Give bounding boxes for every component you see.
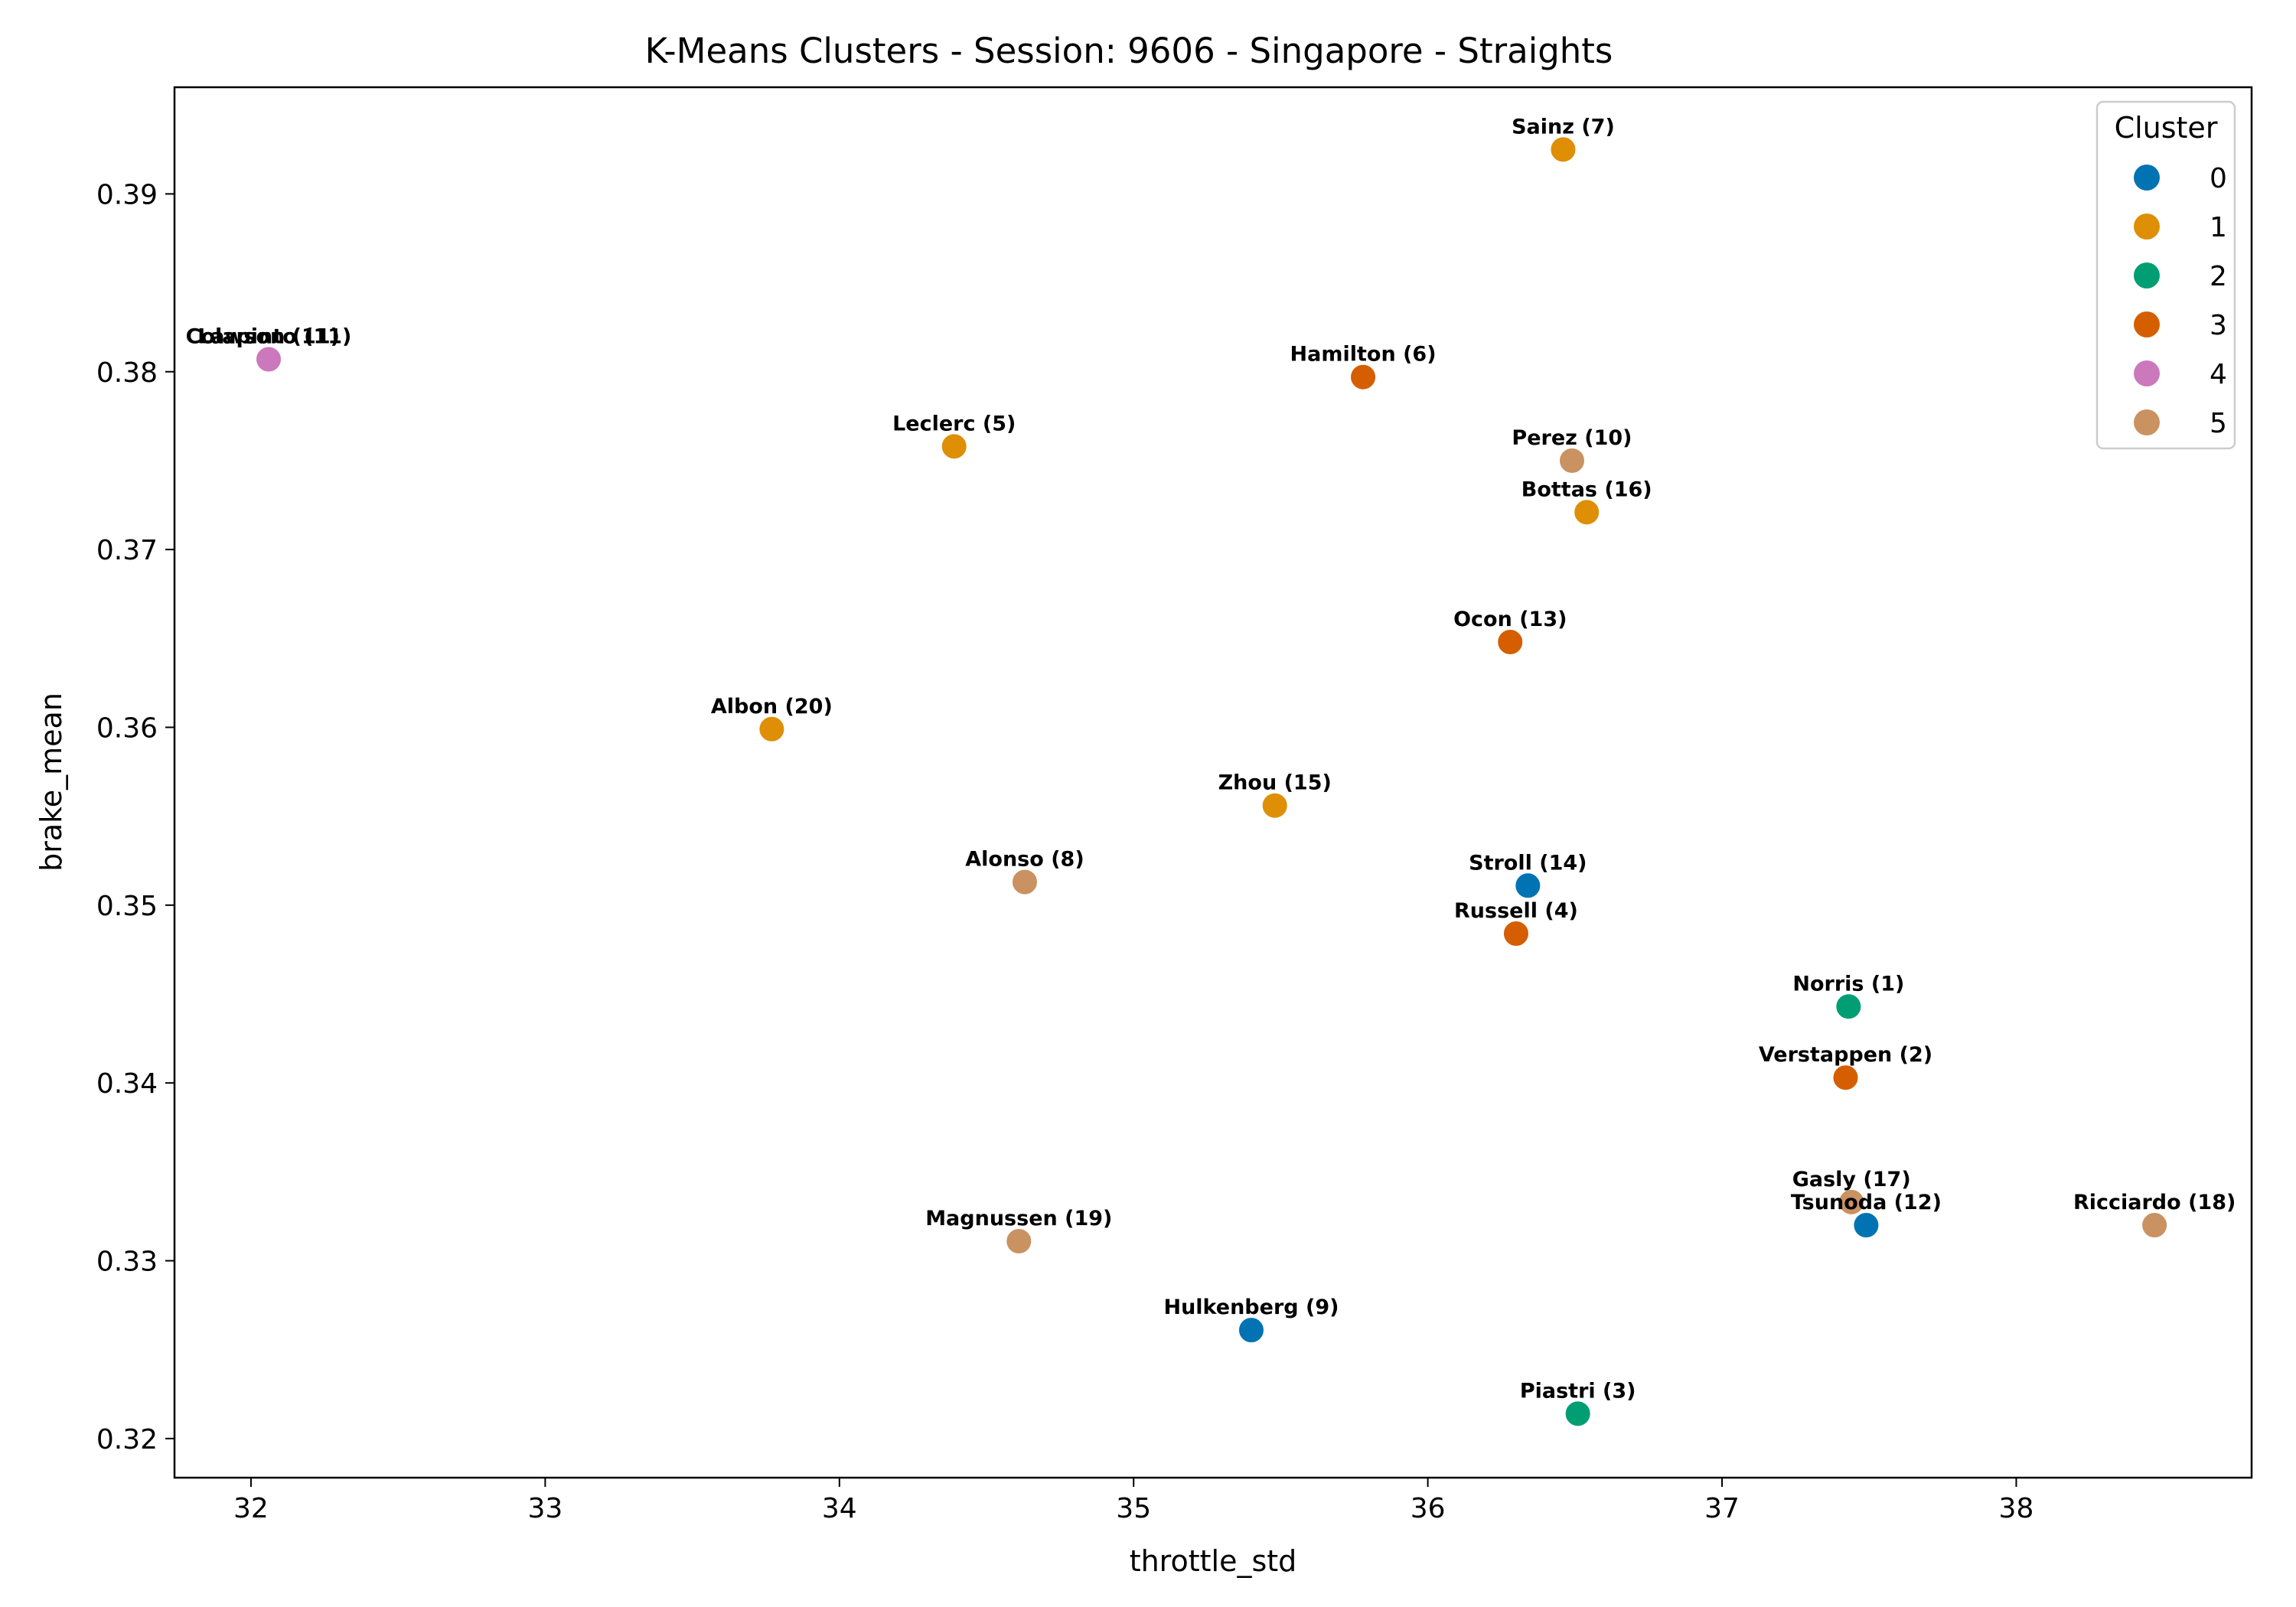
- data-point: [940, 432, 968, 461]
- x-tick-label: 32: [233, 1493, 269, 1524]
- y-tick-label: 0.38: [96, 357, 158, 389]
- data-point: [1010, 868, 1039, 896]
- data-point: [1573, 498, 1601, 526]
- x-tick-label: 37: [1704, 1493, 1740, 1524]
- y-tick-label: 0.33: [96, 1247, 158, 1278]
- data-point: [1005, 1227, 1033, 1255]
- data-point: [1261, 791, 1289, 820]
- data-point: [1557, 446, 1586, 474]
- data-point-label: Alonso (8): [965, 848, 1084, 872]
- data-point-label: Gasly (17): [1792, 1168, 1911, 1191]
- data-point-label: Zhou (15): [1218, 771, 1332, 795]
- legend-label: 2: [2210, 261, 2227, 292]
- data-point-labels: Sainz (7) Colapinto (11)Lawson (11) Hamilt…: [186, 115, 2236, 1403]
- y-tick-label: 0.34: [96, 1068, 158, 1100]
- legend-label: 0: [2210, 163, 2227, 194]
- data-point-label: Tsunoda (12): [1791, 1191, 1942, 1214]
- legend-marker: [2134, 165, 2160, 191]
- chart-title: K-Means Clusters - Session: 9606 - Singa…: [645, 31, 1613, 71]
- y-tick-label: 0.39: [96, 179, 158, 210]
- data-point-label: Russell (4): [1454, 899, 1578, 923]
- data-point-label: Ricciardo (18): [2073, 1191, 2236, 1214]
- data-point: [1852, 1211, 1880, 1240]
- x-tick-label: 35: [1116, 1493, 1151, 1524]
- data-point: [1349, 363, 1378, 391]
- data-point-label: Magnussen (19): [925, 1207, 1112, 1231]
- data-point-label: Leclerc (5): [892, 412, 1016, 435]
- data-point: [1514, 872, 1542, 900]
- data-point: [1838, 1188, 1866, 1216]
- legend-marker: [2134, 214, 2160, 240]
- legend-label: 5: [2210, 408, 2227, 439]
- data-point: [1237, 1316, 1265, 1345]
- legend-marker: [2134, 262, 2160, 288]
- legend-title: Cluster: [2115, 111, 2218, 145]
- x-axis-ticks: 32 33 34 35 36 37 38: [233, 1478, 2033, 1524]
- x-tick-label: 38: [1999, 1493, 2034, 1524]
- data-point-label: Hulkenberg (9): [1163, 1296, 1339, 1319]
- data-point: [255, 345, 283, 373]
- legend-box: [2095, 100, 2236, 450]
- data-point: [1835, 993, 1863, 1021]
- data-point: [758, 715, 786, 743]
- legend: Cluster 0 1 2 3 4 5: [2095, 100, 2236, 450]
- data-point-label: Ocon (13): [1453, 608, 1567, 631]
- legend-marker: [2134, 311, 2160, 337]
- y-tick-label: 0.37: [96, 535, 158, 566]
- data-point: [1831, 1064, 1860, 1092]
- data-point: [1496, 627, 1525, 656]
- data-point-label: Lawson (11): [197, 325, 340, 349]
- y-tick-label: 0.36: [96, 712, 158, 744]
- legend-label: 1: [2210, 212, 2227, 243]
- data-point-label: Norris (1): [1792, 972, 1904, 996]
- x-axis-label: throttle_std: [1130, 1544, 1297, 1578]
- y-axis-ticks: 0.32 0.33 0.34 0.35 0.36 0.37 0.38 0.39: [96, 179, 174, 1455]
- data-point-label: Verstappen (2): [1759, 1043, 1932, 1067]
- y-tick-label: 0.32: [96, 1424, 158, 1455]
- data-point-label: Bottas (16): [1521, 478, 1652, 501]
- legend-marker: [2134, 360, 2160, 386]
- data-point-label: Piastri (3): [1520, 1379, 1636, 1403]
- data-point-label: Stroll (14): [1469, 851, 1587, 875]
- legend-label: 3: [2210, 310, 2227, 341]
- plot-area-frame: [173, 86, 2253, 1479]
- legend-label: 4: [2210, 359, 2227, 390]
- y-tick-label: 0.35: [96, 891, 158, 922]
- data-point: [1549, 135, 1577, 164]
- data-point: [1564, 1400, 1592, 1428]
- x-tick-label: 34: [822, 1493, 857, 1524]
- data-point-label: Hamilton (6): [1290, 343, 1437, 367]
- legend-entries: 0 1 2 3 4 5: [2134, 163, 2227, 439]
- data-point-label: Albon (20): [711, 695, 833, 719]
- data-point-label: Perez (10): [1512, 426, 1632, 450]
- data-points: [255, 135, 2169, 1428]
- data-point: [2141, 1211, 2169, 1240]
- data-point-label: Colapinto (11): [186, 325, 352, 349]
- data-point: [1502, 920, 1530, 947]
- x-tick-label: 33: [527, 1493, 563, 1524]
- data-point-label: Sainz (7): [1512, 115, 1615, 139]
- x-tick-label: 36: [1411, 1493, 1446, 1524]
- legend-marker: [2134, 409, 2160, 435]
- y-axis-label: brake_mean: [34, 693, 68, 872]
